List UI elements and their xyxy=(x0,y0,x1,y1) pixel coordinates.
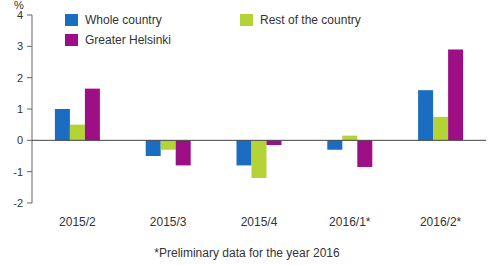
y-tick xyxy=(27,171,32,172)
zero-line xyxy=(32,140,486,141)
legend-swatch xyxy=(65,34,78,46)
bar xyxy=(252,140,267,178)
bar xyxy=(327,140,342,149)
x-tick-label: 2016/2* xyxy=(420,215,462,229)
bar xyxy=(418,90,433,140)
legend-label: Rest of the country xyxy=(260,13,361,27)
bar xyxy=(433,117,448,141)
y-tick xyxy=(27,46,32,47)
legend-swatch xyxy=(240,14,253,26)
chart-svg: -2-101234%2015/22015/32015/42016/1*2016/… xyxy=(0,0,494,265)
x-tick-label: 2015/3 xyxy=(150,215,187,229)
bar xyxy=(237,140,252,165)
x-tick-label: 2015/4 xyxy=(241,215,278,229)
y-tick-label: -1 xyxy=(13,166,23,178)
y-tick xyxy=(27,109,32,110)
bar xyxy=(267,140,282,145)
bar xyxy=(176,140,191,165)
y-tick xyxy=(27,77,32,78)
legend-swatch xyxy=(65,14,78,26)
bar xyxy=(342,136,357,141)
y-tick-label: 1 xyxy=(17,103,23,115)
y-axis-label: % xyxy=(14,0,24,11)
bar xyxy=(357,140,372,167)
bar xyxy=(161,140,176,149)
bar xyxy=(55,109,70,140)
x-tick-label: 2016/1* xyxy=(329,215,371,229)
bar xyxy=(85,89,100,141)
y-tick xyxy=(27,203,32,204)
bar xyxy=(146,140,161,156)
y-tick xyxy=(27,15,32,16)
y-tick xyxy=(27,140,32,141)
bar xyxy=(70,125,85,141)
y-tick-label: 2 xyxy=(17,72,23,84)
y-tick-label: 0 xyxy=(17,134,23,146)
chart-container: -2-101234%2015/22015/32015/42016/1*2016/… xyxy=(0,0,494,265)
legend-label: Whole country xyxy=(85,13,162,27)
footnote: *Preliminary data for the year 2016 xyxy=(154,246,340,260)
y-tick-label: -2 xyxy=(13,197,23,209)
bar xyxy=(448,49,463,140)
bars xyxy=(55,49,463,177)
legend-label: Greater Helsinki xyxy=(85,33,171,47)
y-tick-label: 3 xyxy=(17,40,23,52)
x-tick-label: 2015/2 xyxy=(59,215,96,229)
